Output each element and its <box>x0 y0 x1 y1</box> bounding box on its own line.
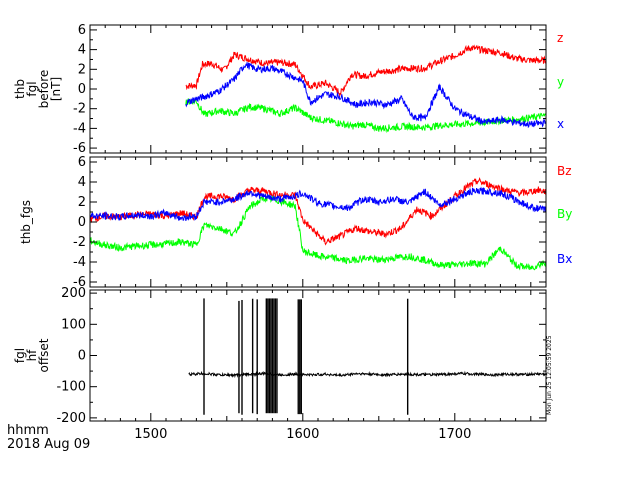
legend-bx: Bx <box>557 252 572 266</box>
y-tick-label: 4 <box>78 43 86 58</box>
legend-z: z <box>557 31 563 45</box>
series-x <box>185 62 547 129</box>
y-tick-label: -4 <box>73 121 86 136</box>
y-tick-label: -200 <box>56 411 86 426</box>
series-by <box>89 194 547 271</box>
footer-date: 2018 Aug 09 <box>7 437 91 452</box>
series-bz <box>89 176 547 246</box>
y-tick-label: 0 <box>78 215 86 230</box>
y-tick-label: -4 <box>73 255 86 270</box>
panel-frame <box>89 24 547 154</box>
legend-y: y <box>557 75 564 89</box>
y-tick-label: 4 <box>78 175 86 190</box>
x-tick-label: 1600 <box>286 427 319 442</box>
y-axis-label: offset <box>37 338 51 372</box>
legend-by: By <box>557 207 572 221</box>
timestamp-label: Mon Jun 25 12:05:59 2025 <box>546 335 553 415</box>
y-tick-label: 200 <box>61 286 86 301</box>
y-axis-label: [nT] <box>49 77 63 101</box>
y-axis-label: thb <box>13 79 27 99</box>
panel-frame <box>89 289 547 422</box>
footer-units: hhmm <box>7 423 49 438</box>
y-axis-label: fgl <box>25 81 39 96</box>
x-tick-label: 1700 <box>438 427 471 442</box>
y-axis-label: thb_fgs <box>19 200 33 244</box>
y-tick-label: 0 <box>78 349 86 364</box>
y-tick-label: 100 <box>61 317 86 332</box>
legend-bz: Bz <box>557 164 572 178</box>
y-tick-label: -6 <box>73 275 86 290</box>
y-axis-label: hf <box>25 349 39 362</box>
series-offset <box>188 370 547 379</box>
y-tick-label: -6 <box>73 141 86 156</box>
y-tick-label: -2 <box>73 235 86 250</box>
y-tick-label: -100 <box>56 380 86 395</box>
series-bx <box>89 186 547 221</box>
legend-x: x <box>557 117 564 131</box>
y-tick-label: 2 <box>78 195 86 210</box>
y-axis-label: fgl <box>13 348 27 363</box>
y-axis-label: before <box>37 70 51 109</box>
x-tick-label: 1500 <box>134 427 167 442</box>
y-tick-label: -2 <box>73 102 86 117</box>
y-tick-label: 0 <box>78 82 86 97</box>
y-tick-label: 6 <box>78 155 86 170</box>
series-z <box>185 44 547 98</box>
y-tick-label: 2 <box>78 62 86 77</box>
panel-fgs: -6 -4 -2 0 2 4 6 thb_fgs Bz By Bx <box>19 155 572 290</box>
y-tick-label: 6 <box>78 23 86 38</box>
